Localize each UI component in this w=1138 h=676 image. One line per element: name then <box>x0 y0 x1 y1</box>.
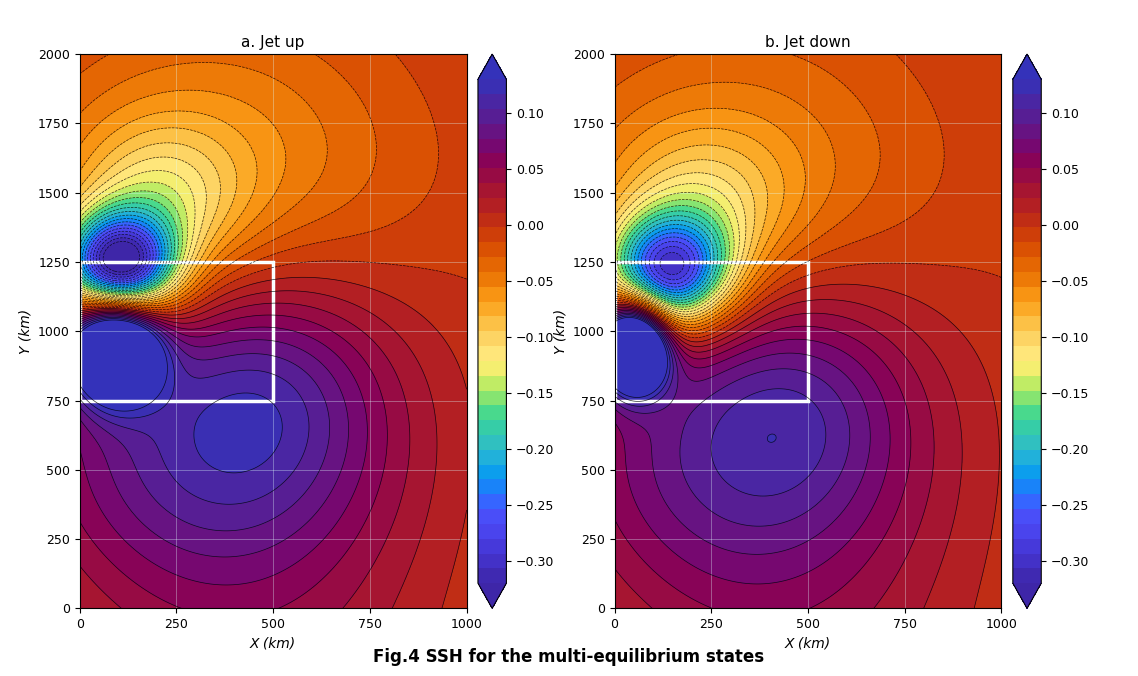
Title: b. Jet down: b. Jet down <box>765 35 851 50</box>
PathPatch shape <box>478 583 506 608</box>
Bar <box>80 262 273 400</box>
PathPatch shape <box>478 54 506 79</box>
Y-axis label: Y (km): Y (km) <box>18 309 33 354</box>
Title: a. Jet up: a. Jet up <box>241 35 305 50</box>
PathPatch shape <box>1013 583 1041 608</box>
Text: Fig.4 SSH for the multi-equilibrium states: Fig.4 SSH for the multi-equilibrium stat… <box>373 648 765 667</box>
Y-axis label: Y (km): Y (km) <box>553 309 568 354</box>
Bar <box>615 262 808 400</box>
X-axis label: X (km): X (km) <box>250 637 296 651</box>
X-axis label: X (km): X (km) <box>785 637 831 651</box>
PathPatch shape <box>1013 54 1041 79</box>
